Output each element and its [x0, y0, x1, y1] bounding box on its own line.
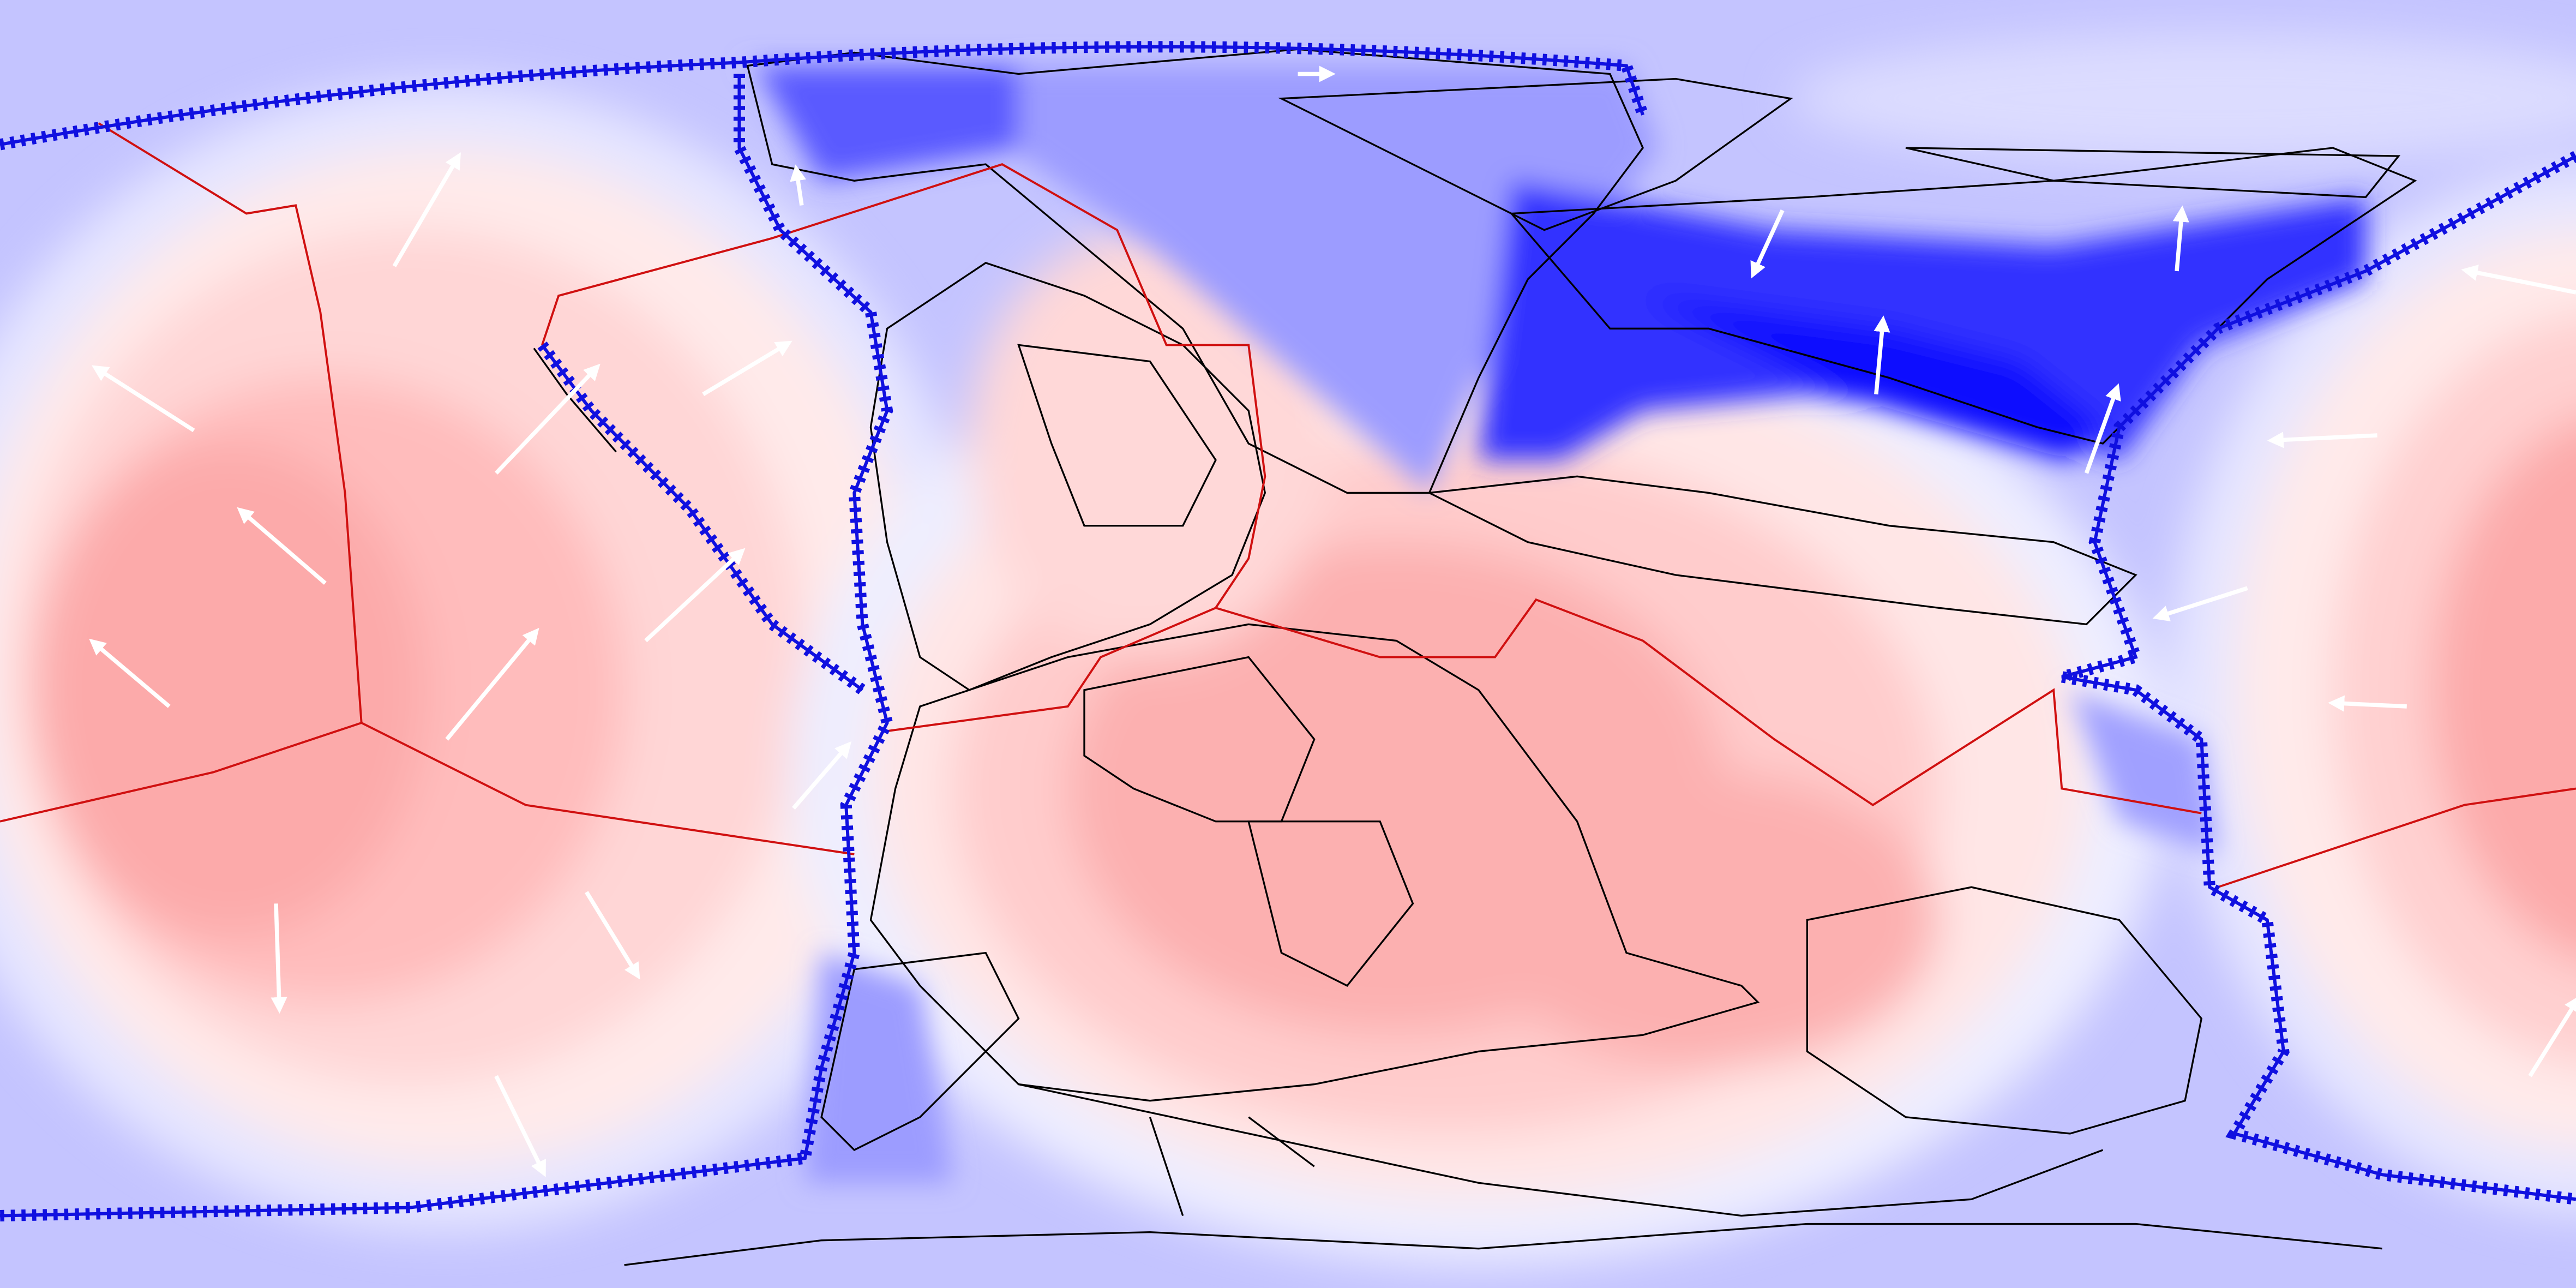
velocity-arrow — [1750, 209, 1785, 279]
trench-teeth — [0, 74, 893, 1222]
field-band — [1643, 296, 2103, 460]
velocity-arrow — [2461, 265, 2576, 295]
coastline — [624, 1223, 2382, 1266]
coastline — [1247, 820, 1414, 987]
field-band — [1478, 181, 2366, 460]
velocity-arrow — [494, 1075, 546, 1177]
field-band — [33, 444, 428, 937]
field — [0, 33, 2576, 1265]
velocity-arrow — [1874, 315, 1890, 395]
velocity-arrow — [644, 548, 746, 643]
trench-teeth — [2060, 151, 2576, 1205]
coastline — [1018, 1083, 2104, 1217]
velocity-arrow — [89, 638, 171, 708]
velocity-arrow — [445, 627, 539, 741]
velocity-arrow — [2267, 432, 2377, 448]
velocity-arrow — [237, 507, 327, 585]
velocity-arrow — [792, 741, 852, 810]
velocity-arrow — [92, 365, 195, 433]
velocity-arrow — [2328, 695, 2407, 712]
velocity-arrow — [2084, 383, 2121, 474]
velocity-arrow — [2528, 995, 2576, 1077]
velocity-arrow — [790, 164, 807, 206]
coastline — [533, 348, 617, 453]
field-band — [2431, 421, 2576, 960]
velocity-arrow — [585, 891, 640, 980]
field-band — [804, 952, 953, 1183]
field-band — [1791, 33, 2576, 165]
trench — [0, 45, 1644, 146]
coastlines — [533, 48, 2417, 1266]
velocity-arrow — [392, 152, 461, 267]
coastline — [1278, 77, 1793, 231]
coastline — [1905, 147, 2401, 199]
ridge — [361, 722, 855, 855]
coastline — [1426, 475, 2137, 626]
velocity-arrows — [89, 65, 2576, 1177]
field-band — [755, 65, 1019, 181]
coastline — [820, 951, 1020, 1152]
field-band — [1478, 772, 1939, 1068]
velocity-arrow — [2152, 586, 2248, 622]
ridge — [0, 122, 363, 823]
velocity-arrow — [702, 340, 792, 396]
ridges — [0, 122, 2576, 889]
velocity-arrow — [494, 363, 601, 475]
field-band — [2070, 690, 2218, 854]
velocity-arrow — [2172, 205, 2189, 272]
coastline — [869, 623, 1760, 1102]
coastline — [869, 262, 1266, 691]
coastline — [1017, 344, 1217, 527]
ridge — [541, 163, 1266, 733]
ridge — [1215, 598, 2202, 814]
velocity-arrow — [271, 903, 287, 1014]
coastline — [1806, 886, 2203, 1135]
ridge — [2217, 787, 2576, 889]
field-band — [969, 230, 1331, 657]
coastline — [746, 48, 1644, 494]
